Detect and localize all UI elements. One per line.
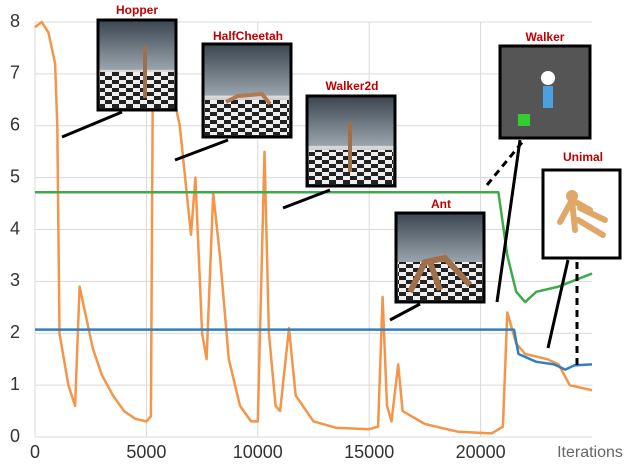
leader-line (282, 188, 331, 210)
y-tick-label: 7 (10, 63, 20, 83)
x-axis-label: Iterations (557, 444, 623, 461)
floor (100, 72, 174, 108)
annotation-label: Ant (431, 197, 451, 211)
x-tick-label: 15000 (344, 442, 394, 462)
data-line (35, 190, 593, 304)
y-tick-label: 4 (10, 218, 20, 238)
y-tick-label: 2 (10, 322, 20, 342)
leader-line (546, 259, 570, 349)
robot (566, 190, 578, 202)
y-tick-label: 1 (10, 374, 20, 394)
x-tick-label: 10000 (233, 442, 283, 462)
target (518, 114, 530, 126)
y-tick-label: 0 (10, 426, 20, 446)
leader-line (495, 139, 522, 303)
y-tick-label: 3 (10, 270, 20, 290)
annotation-label: Unimal (563, 150, 603, 164)
robot (225, 91, 272, 106)
robot (541, 71, 555, 85)
annotation-label: Walker (526, 30, 565, 44)
data-line (34, 20, 593, 435)
lines (34, 20, 593, 435)
annotation-label: Walker2d (326, 79, 379, 93)
floor (205, 100, 289, 135)
unimal-image (541, 168, 622, 260)
x-tick-label: 20000 (456, 442, 506, 462)
robot (348, 122, 352, 172)
robot (543, 86, 553, 108)
robot (143, 46, 147, 98)
annotation-label: Hopper (116, 3, 158, 17)
leader-line (61, 110, 123, 139)
leader-line (174, 138, 229, 162)
data-line (35, 328, 593, 371)
robot (407, 254, 473, 294)
y-tick-label: 5 (10, 166, 20, 186)
x-tick-label: 5000 (126, 442, 166, 462)
y-tick-label: 8 (10, 11, 20, 31)
annotations: Hopper HalfCheetah Walker2d Ant Walker U… (61, 3, 622, 365)
y-tick-label: 6 (10, 115, 20, 135)
annotation-label: HalfCheetah (213, 29, 283, 43)
leader-line (389, 302, 421, 322)
x-tick-label: 0 (30, 442, 40, 462)
